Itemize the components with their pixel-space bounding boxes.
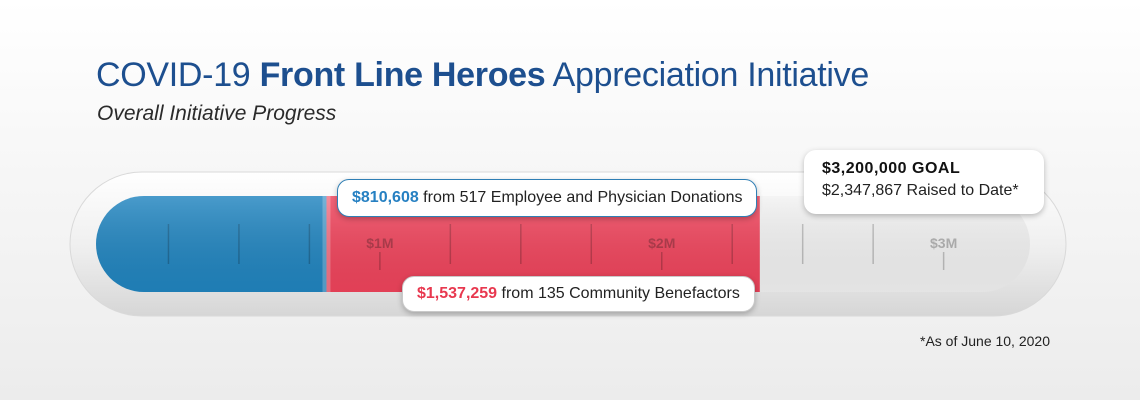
goal-amount: $3,200,000 GOAL [822,160,961,177]
page-subtitle: Overall Initiative Progress [97,102,337,125]
employee-donations-amount: $810,608 [352,189,419,206]
title-prefix: COVID-19 [96,56,260,94]
community-benefactors-text: from 135 Community Benefactors [497,285,740,302]
title-emphasis: Front Line Heroes [259,56,546,94]
community-benefactors-callout: $1,537,259 from 135 Community Benefactor… [402,276,755,312]
title-suffix: Appreciation Initiative [545,56,870,94]
goal-callout: $3,200,000 GOAL $2,347,867 Raised to Dat… [804,150,1044,214]
raised-to-date: $2,347,867 Raised to Date* [822,182,1019,199]
tube-gloss [96,196,1030,292]
community-benefactors-amount: $1,537,259 [417,285,498,302]
footnote: *As of June 10, 2020 [920,333,1050,349]
employee-donations-text: from 517 Employee and Physician Donation… [418,189,743,206]
page-title: COVID-19 Front Line Heroes Appreciation … [96,56,869,95]
employee-donations-callout: $810,608 from 517 Employee and Physician… [337,179,758,217]
